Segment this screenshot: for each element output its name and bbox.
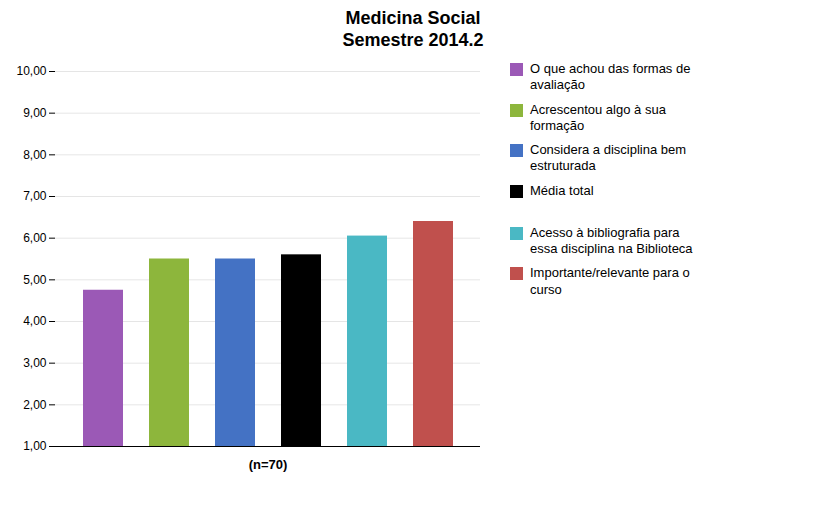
svg-text:3,00: 3,00	[23, 356, 47, 370]
svg-text:9,00: 9,00	[23, 106, 47, 120]
svg-text:2,00: 2,00	[23, 398, 47, 412]
svg-text:4,00: 4,00	[23, 315, 47, 329]
html-text:Importante/relevante para o cu: Importante/relevante para o curso	[530, 265, 690, 297]
svg-text:8,00: 8,00	[23, 148, 47, 162]
svg-text:10,00: 10,00	[16, 65, 46, 79]
html-text:Acrescentou algo à sua formaçã: Acrescentou algo à sua formação	[530, 101, 666, 133]
svg-text:1,00: 1,00	[23, 440, 47, 454]
html-text:Média total: Média total	[530, 182, 594, 198]
svg-text:6,00: 6,00	[23, 231, 47, 245]
svg-text:(n=70): (n=70)	[249, 457, 288, 472]
svg-text:5,00: 5,00	[23, 273, 47, 287]
html-text:Medicina Social Semestre 2014.: Medicina Social Semestre 2014.2	[342, 8, 484, 50]
html-text:Considera a disciplina bem est: Considera a disciplina bem estruturada	[530, 142, 687, 174]
svg-text:7,00: 7,00	[23, 190, 47, 204]
html-text:Acesso à bibliografia para ess: Acesso à bibliografia para essa discipli…	[530, 224, 693, 257]
html-text:O que achou das formas de aval: O que achou das formas de avaliação	[530, 61, 691, 93]
